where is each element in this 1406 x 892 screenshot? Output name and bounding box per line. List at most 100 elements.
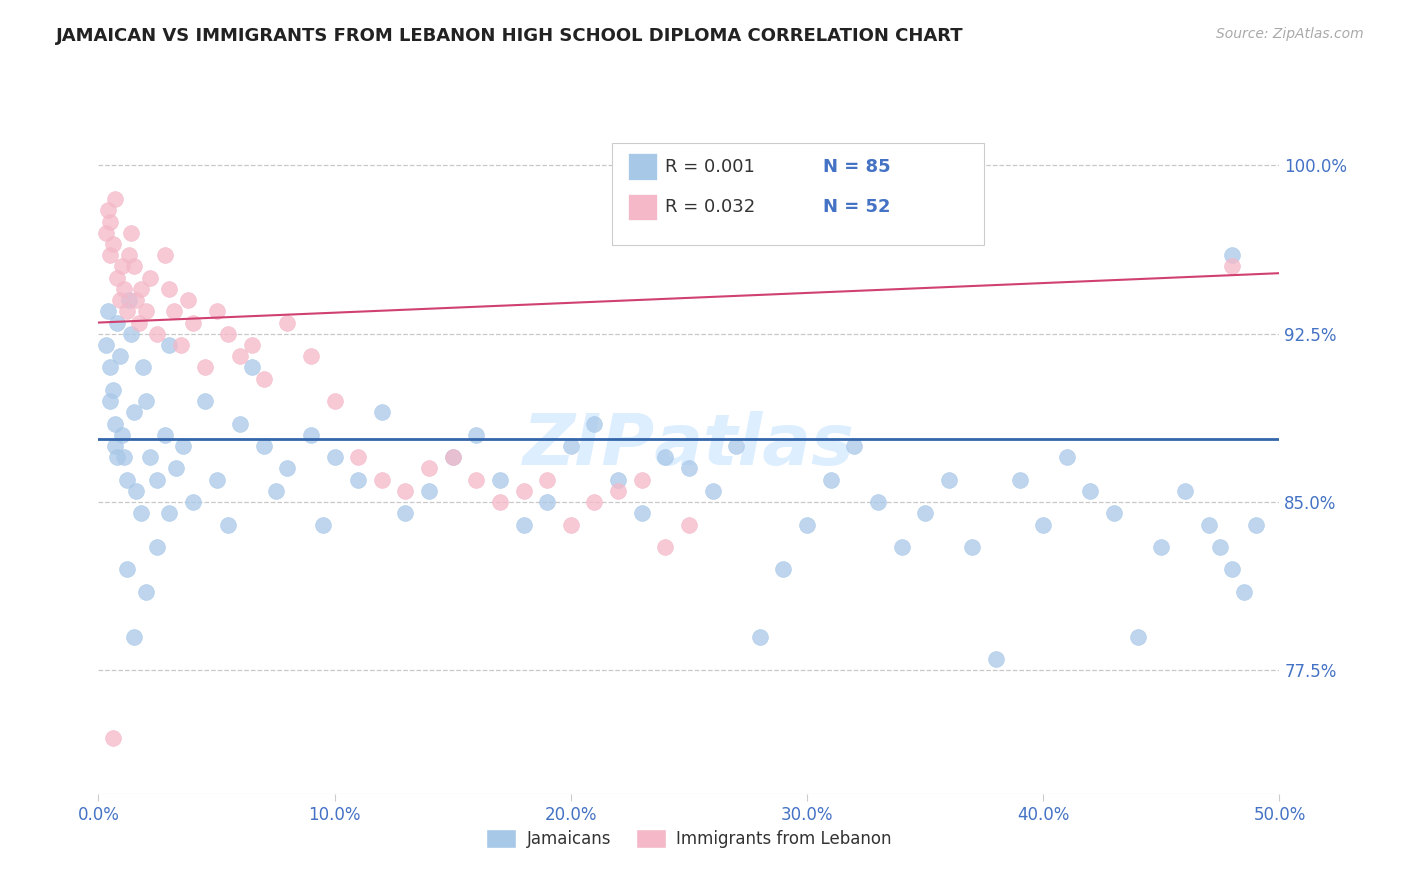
- Point: [512, 517, 534, 532]
- Point: [347, 450, 370, 465]
- Point: [97, 203, 120, 218]
- Text: N = 85: N = 85: [823, 158, 890, 176]
- Point: [97, 304, 120, 318]
- Point: [122, 405, 145, 419]
- Point: [1220, 260, 1243, 274]
- Point: [441, 450, 464, 465]
- Point: [157, 282, 180, 296]
- Point: [1056, 450, 1078, 465]
- Point: [122, 260, 145, 274]
- Point: [844, 439, 866, 453]
- Point: [146, 473, 169, 487]
- Point: [276, 461, 298, 475]
- Point: [984, 652, 1007, 666]
- Point: [418, 461, 440, 475]
- Point: [98, 394, 121, 409]
- Point: [630, 473, 652, 487]
- Point: [1220, 248, 1243, 262]
- Point: [153, 427, 176, 442]
- Point: [205, 304, 228, 318]
- Point: [115, 473, 138, 487]
- Text: Source: ZipAtlas.com: Source: ZipAtlas.com: [1216, 27, 1364, 41]
- Text: JAMAICAN VS IMMIGRANTS FROM LEBANON HIGH SCHOOL DIPLOMA CORRELATION CHART: JAMAICAN VS IMMIGRANTS FROM LEBANON HIGH…: [56, 27, 965, 45]
- Point: [1102, 506, 1125, 520]
- Point: [253, 372, 276, 386]
- Legend: Jamaicans, Immigrants from Lebanon: Jamaicans, Immigrants from Lebanon: [479, 822, 898, 855]
- Point: [98, 214, 121, 228]
- Point: [264, 483, 287, 498]
- Point: [1008, 473, 1031, 487]
- Point: [121, 326, 143, 341]
- Point: [94, 226, 117, 240]
- Y-axis label: High School Diploma: High School Diploma: [0, 359, 8, 533]
- Point: [217, 517, 239, 532]
- Point: [129, 506, 152, 520]
- Point: [654, 540, 676, 554]
- Point: [205, 473, 228, 487]
- Point: [678, 517, 700, 532]
- Point: [128, 316, 150, 330]
- Point: [135, 394, 157, 409]
- Point: [229, 417, 252, 431]
- Point: [194, 394, 217, 409]
- Point: [125, 483, 148, 498]
- Point: [489, 473, 512, 487]
- Point: [512, 483, 534, 498]
- Point: [135, 585, 157, 599]
- Point: [654, 450, 676, 465]
- Point: [104, 417, 127, 431]
- Point: [98, 248, 121, 262]
- Point: [890, 540, 912, 554]
- Point: [748, 630, 770, 644]
- Text: ZIP​atlas: ZIP​atlas: [523, 411, 855, 481]
- Point: [101, 237, 124, 252]
- Point: [139, 450, 162, 465]
- Point: [323, 394, 346, 409]
- Point: [583, 417, 606, 431]
- Point: [112, 282, 135, 296]
- Point: [139, 270, 162, 285]
- Point: [163, 304, 186, 318]
- Point: [194, 360, 217, 375]
- Point: [560, 517, 582, 532]
- Point: [772, 562, 794, 576]
- Point: [108, 349, 131, 363]
- Point: [177, 293, 200, 307]
- Point: [111, 260, 134, 274]
- Point: [104, 192, 127, 206]
- Point: [1174, 483, 1197, 498]
- Point: [172, 439, 194, 453]
- Point: [217, 326, 239, 341]
- Point: [583, 495, 606, 509]
- Point: [153, 248, 176, 262]
- Point: [299, 349, 322, 363]
- Point: [115, 304, 138, 318]
- Text: R = 0.001: R = 0.001: [665, 158, 755, 176]
- Point: [105, 270, 128, 285]
- Point: [105, 316, 128, 330]
- Point: [465, 473, 488, 487]
- Point: [146, 326, 169, 341]
- Point: [725, 439, 748, 453]
- Point: [157, 338, 180, 352]
- Point: [129, 282, 152, 296]
- Point: [181, 316, 204, 330]
- Point: [536, 495, 558, 509]
- Point: [1080, 483, 1102, 498]
- Point: [101, 383, 124, 397]
- Point: [938, 473, 960, 487]
- Point: [1032, 517, 1054, 532]
- Point: [536, 473, 558, 487]
- Point: [914, 506, 936, 520]
- Point: [240, 360, 263, 375]
- Point: [489, 495, 512, 509]
- Point: [607, 483, 630, 498]
- Point: [253, 439, 276, 453]
- Point: [94, 338, 117, 352]
- Point: [170, 338, 193, 352]
- Point: [1209, 540, 1232, 554]
- Point: [1198, 517, 1220, 532]
- Point: [157, 506, 180, 520]
- Point: [112, 450, 135, 465]
- Point: [146, 540, 169, 554]
